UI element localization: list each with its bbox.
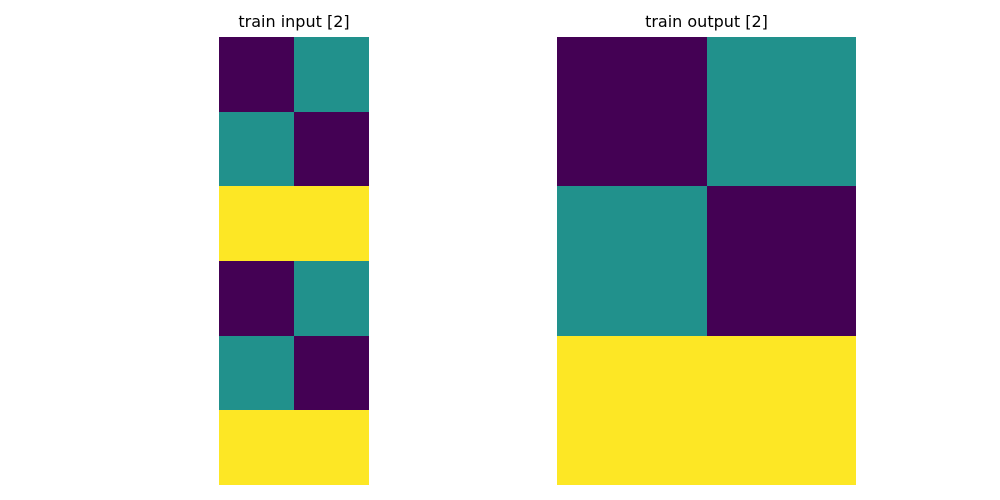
train-output-cell-r1-c1 bbox=[706, 186, 856, 336]
train-output-cell-r2-c1 bbox=[706, 335, 856, 485]
train-input-cell-r4-c1 bbox=[294, 335, 369, 411]
train-input-cell-r5-c0 bbox=[219, 410, 294, 485]
train-input-cell-r4-c0 bbox=[219, 335, 294, 411]
train-input-cell-r3-c0 bbox=[219, 260, 294, 336]
train-output-cell-r0-c1 bbox=[706, 37, 856, 187]
train-input-cell-r1-c1 bbox=[294, 111, 369, 187]
train-input-cell-r2-c0 bbox=[219, 186, 294, 261]
heatmap-train-input bbox=[219, 37, 369, 485]
train-input-cell-r0-c0 bbox=[219, 37, 294, 112]
train-output-cell-r0-c0 bbox=[557, 37, 707, 187]
train-input-cell-r3-c1 bbox=[294, 260, 369, 336]
train-input-cell-r2-c1 bbox=[294, 186, 369, 261]
train-input-cell-r1-c0 bbox=[219, 111, 294, 187]
heatmap-train-output bbox=[557, 37, 856, 485]
chart-title-train-input: train input [2] bbox=[238, 12, 350, 31]
train-input-cell-r0-c1 bbox=[294, 37, 369, 112]
chart-title-train-output: train output [2] bbox=[645, 12, 768, 31]
train-output-cell-r1-c0 bbox=[557, 186, 707, 336]
train-input-cell-r5-c1 bbox=[294, 410, 369, 485]
train-output-cell-r2-c0 bbox=[557, 335, 707, 485]
